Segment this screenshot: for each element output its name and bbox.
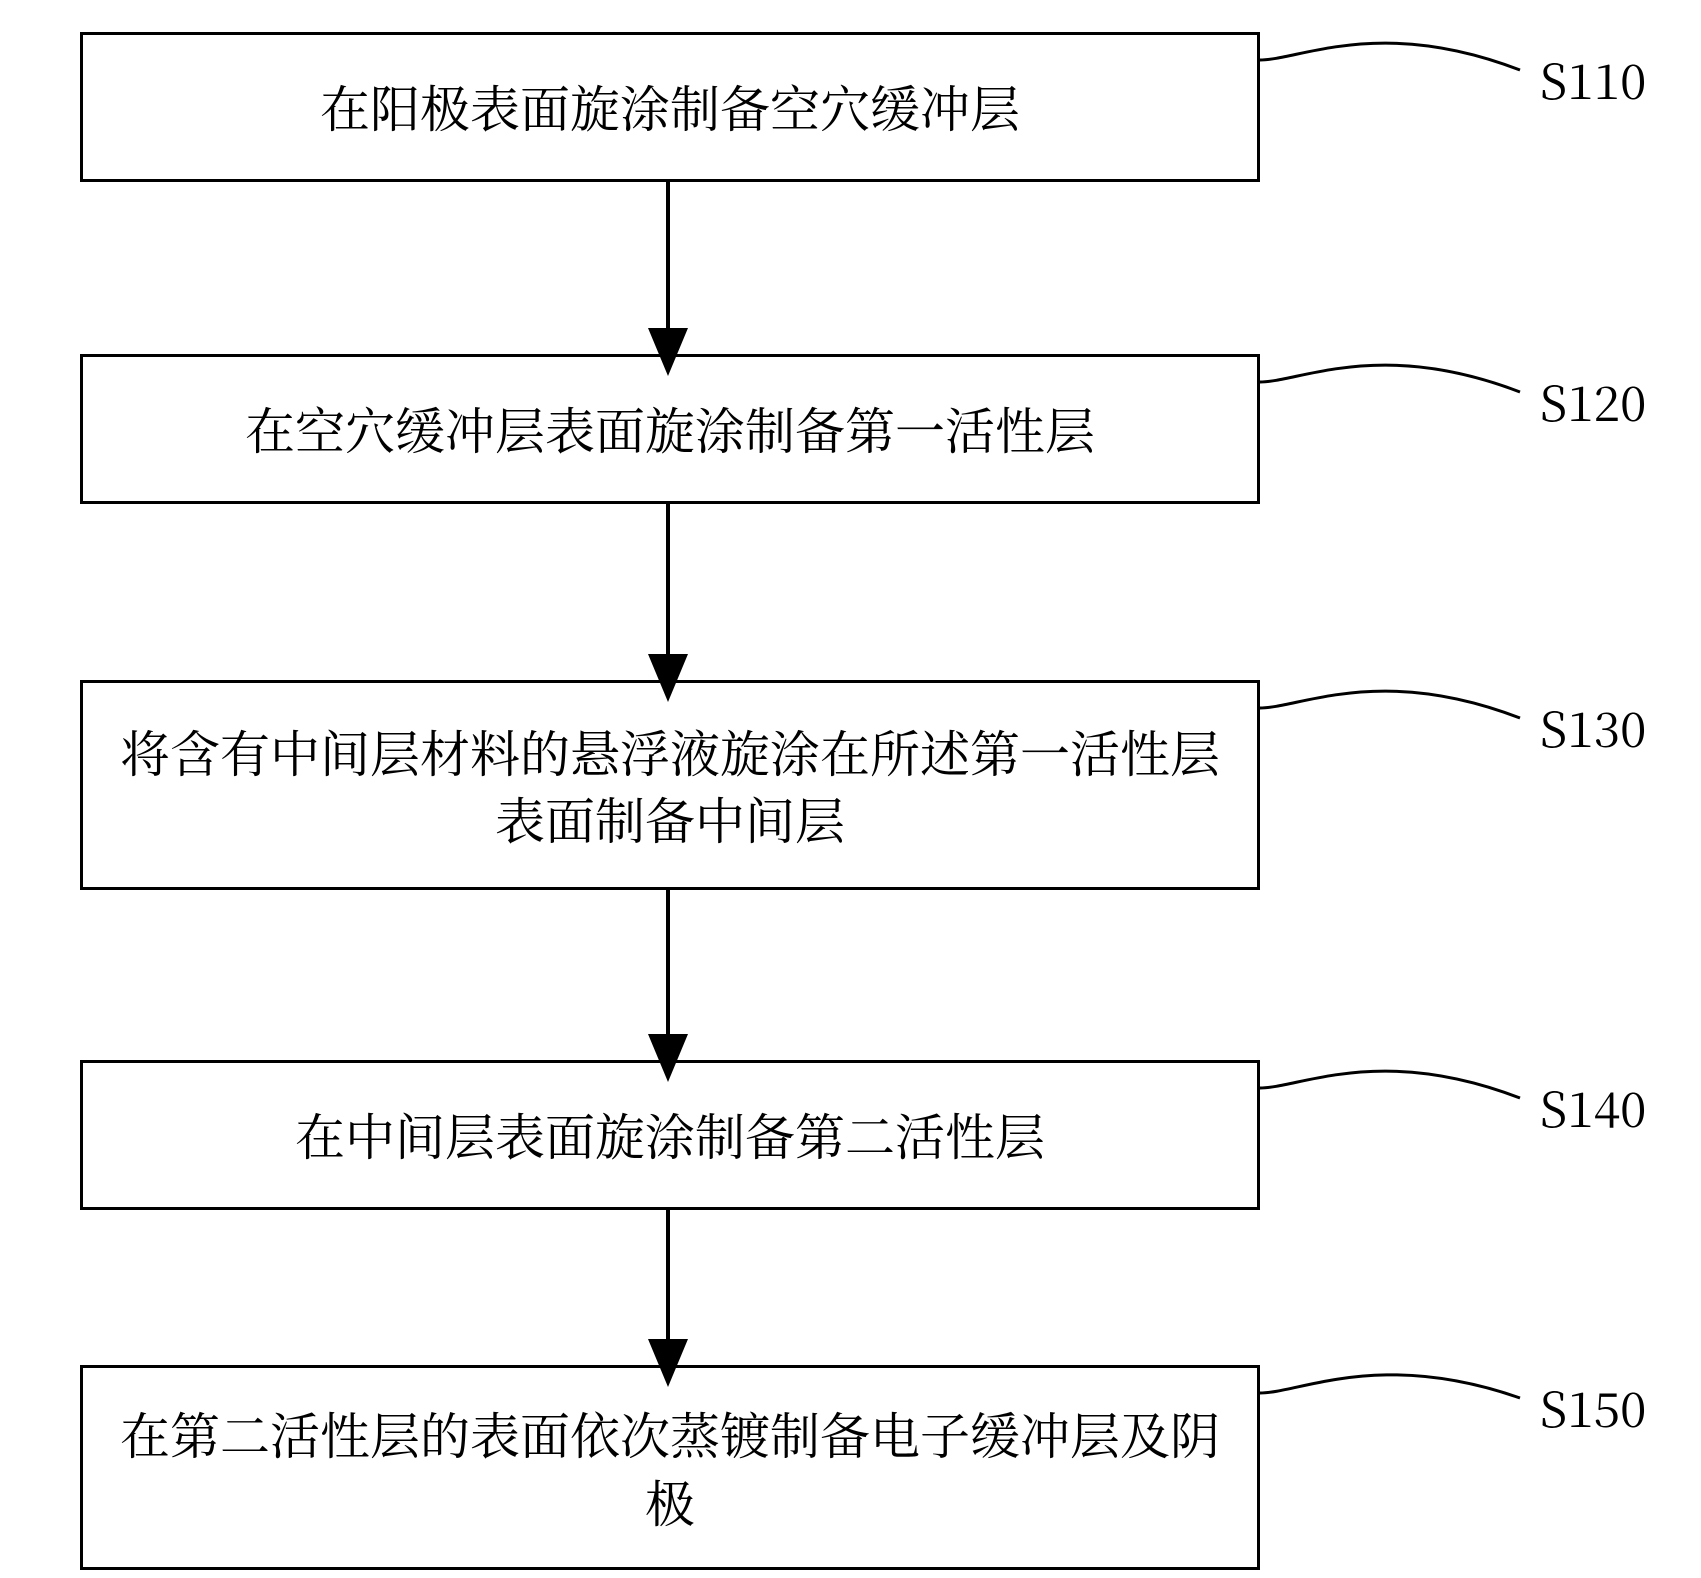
flowchart-canvas: 在阳极表面旋涂制备空穴缓冲层 在空穴缓冲层表面旋涂制备第一活性层 将含有中间层材…	[0, 0, 1701, 1578]
flow-node-text: 在中间层表面旋涂制备第二活性层	[295, 1101, 1045, 1169]
flow-node-s120: 在空穴缓冲层表面旋涂制备第一活性层	[80, 354, 1260, 504]
flow-label-text: S150	[1540, 1372, 1646, 1441]
flow-node-text: 在空穴缓冲层表面旋涂制备第一活性层	[245, 395, 1095, 463]
flow-node-s110: 在阳极表面旋涂制备空穴缓冲层	[80, 32, 1260, 182]
leader-curve	[1260, 691, 1520, 718]
flow-label-s150: S150	[1540, 1372, 1646, 1441]
flow-label-s120: S120	[1540, 366, 1646, 435]
flow-label-text: S140	[1540, 1072, 1646, 1141]
leader-curve	[1260, 1071, 1520, 1098]
flow-label-s110: S110	[1540, 44, 1646, 113]
flow-node-s130: 将含有中间层材料的悬浮液旋涂在所述第一活性层表面制备中间层	[80, 680, 1260, 890]
flow-node-s140: 在中间层表面旋涂制备第二活性层	[80, 1060, 1260, 1210]
leader-curve	[1260, 1375, 1520, 1398]
flow-label-text: S120	[1540, 366, 1646, 435]
leader-curve	[1260, 365, 1520, 392]
flow-node-text: 在第二活性层的表面依次蒸镀制备电子缓冲层及阴极	[113, 1400, 1227, 1535]
flow-node-s150: 在第二活性层的表面依次蒸镀制备电子缓冲层及阴极	[80, 1365, 1260, 1570]
flow-label-text: S130	[1540, 692, 1646, 761]
flow-node-text: 在阳极表面旋涂制备空穴缓冲层	[320, 73, 1020, 141]
flow-label-text: S110	[1540, 44, 1646, 113]
leader-curve	[1260, 43, 1520, 70]
flow-label-s130: S130	[1540, 692, 1646, 761]
flow-label-s140: S140	[1540, 1072, 1646, 1141]
flow-node-text: 将含有中间层材料的悬浮液旋涂在所述第一活性层表面制备中间层	[113, 718, 1227, 853]
